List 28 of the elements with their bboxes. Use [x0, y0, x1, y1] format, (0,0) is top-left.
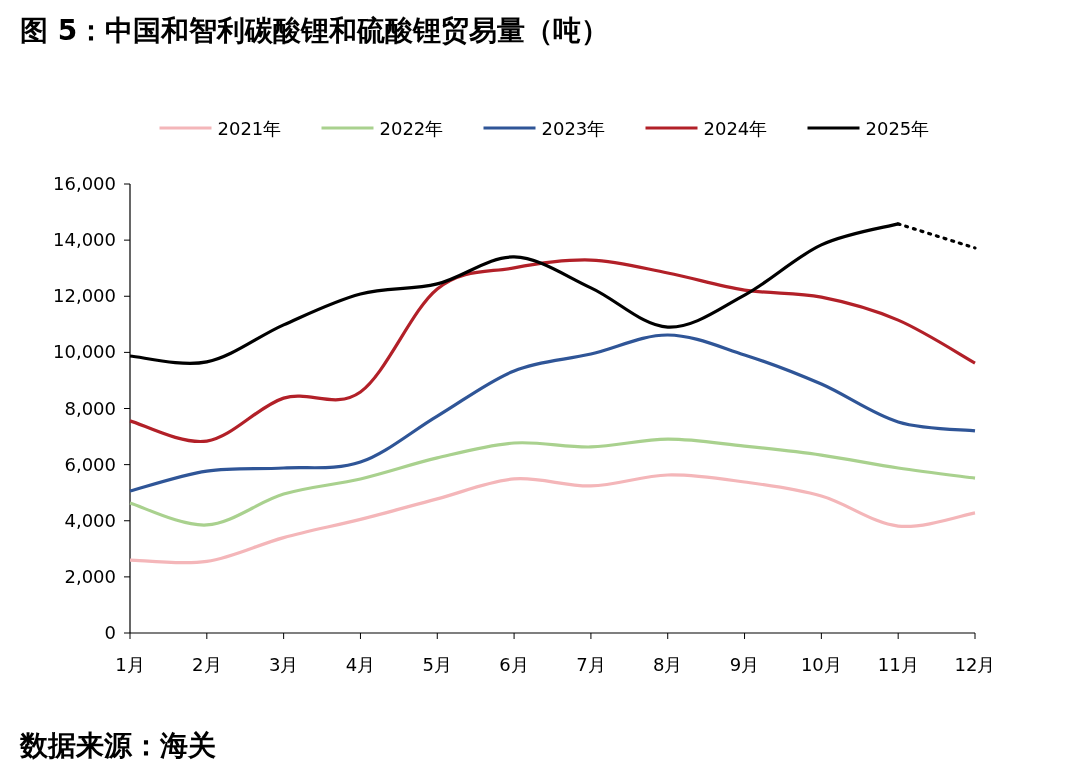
x-tick-label: 6月 — [499, 654, 529, 675]
y-tick-label: 2,000 — [64, 565, 116, 587]
x-tick-label: 11月 — [877, 654, 919, 675]
legend-label: 2022年 — [379, 118, 444, 139]
x-tick-label: 8月 — [653, 654, 683, 675]
legend-label: 2025年 — [865, 118, 930, 139]
y-tick-label: 14,000 — [53, 229, 116, 251]
x-tick-label: 3月 — [268, 654, 299, 675]
y-tick-label: 10,000 — [53, 341, 116, 363]
y-tick-label: 0 — [104, 622, 116, 643]
y-tick-label: 16,000 — [53, 173, 116, 194]
y-tick-label: 6,000 — [64, 453, 116, 475]
x-tick-label: 12月 — [954, 654, 996, 675]
x-tick-label: 1月 — [115, 654, 145, 675]
legend-label: 2023年 — [541, 118, 606, 139]
x-tick-label: 2月 — [192, 654, 222, 675]
y-tick-label: 4,000 — [64, 509, 116, 531]
chart-title: 图 5：中国和智利碳酸锂和硫酸锂贸易量（吨） — [20, 14, 610, 47]
source-note: 数据来源：海关 — [19, 729, 216, 762]
y-tick-label: 12,000 — [53, 285, 116, 307]
x-tick-label: 5月 — [422, 654, 452, 675]
x-tick-label: 10月 — [800, 654, 842, 675]
x-tick-label: 9月 — [729, 654, 760, 675]
x-tick-label: 4月 — [345, 654, 376, 675]
y-tick-label: 8,000 — [64, 397, 116, 419]
legend-label: 2021年 — [217, 118, 282, 139]
x-tick-label: 7月 — [576, 654, 606, 675]
legend-label: 2024年 — [703, 118, 768, 139]
